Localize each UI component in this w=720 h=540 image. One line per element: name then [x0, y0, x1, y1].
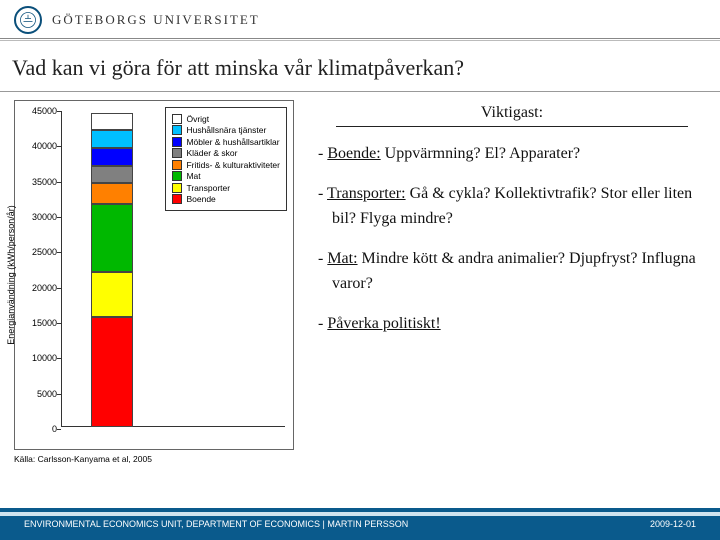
y-tick: 30000 [21, 212, 57, 222]
legend-swatch-icon [172, 137, 182, 147]
bullet-underline: Påverka politiskt! [327, 315, 440, 332]
bullet-underline: Boende: [327, 145, 380, 162]
footer: ENVIRONMENTAL ECONOMICS UNIT, DEPARTMENT… [0, 508, 720, 540]
footer-left: ENVIRONMENTAL ECONOMICS UNIT, DEPARTMENT… [24, 519, 408, 529]
stacked-bar [91, 113, 133, 427]
legend-item: Mat [172, 171, 280, 181]
bar-segment-ovrigt [91, 113, 133, 131]
legend-label: Kläder & skor [186, 148, 237, 158]
legend-swatch-icon [172, 125, 182, 135]
legend-label: Boende [186, 194, 215, 204]
legend-swatch-icon [172, 148, 182, 158]
bullet-underline: Mat: [327, 250, 357, 267]
legend-swatch-icon [172, 194, 182, 204]
page-title: Vad kan vi göra för att minska vår klima… [0, 41, 720, 92]
chart-frame: Energianvändning (kWh/person/år) 0500010… [14, 100, 294, 450]
legend-swatch-icon [172, 114, 182, 124]
legend-label: Transporter [186, 183, 230, 193]
subheading: Viktigast: [336, 104, 688, 127]
legend-label: Hushållsnära tjänster [186, 125, 266, 135]
bar-segment-fritids [91, 183, 133, 204]
legend-label: Övrigt [186, 114, 209, 124]
bar-segment-klader [91, 166, 133, 184]
y-tick: 25000 [21, 247, 57, 257]
university-name: GÖTEBORGS UNIVERSITET [52, 12, 260, 28]
legend-item: Övrigt [172, 114, 280, 124]
legend-label: Möbler & hushållsartiklar [186, 137, 279, 147]
text-pane: Viktigast: Boende: Uppvärmning? El? Appa… [304, 100, 706, 482]
legend-item: Möbler & hushållsartiklar [172, 137, 280, 147]
legend-label: Fritids- & kulturaktiviteter [186, 160, 280, 170]
university-logo-icon [14, 6, 42, 34]
y-axis [61, 111, 62, 427]
bullet-item: Påverka politiskt! [318, 311, 706, 337]
y-axis-label: Energianvändning (kWh/person/år) [6, 205, 16, 345]
legend-swatch-icon [172, 160, 182, 170]
legend-swatch-icon [172, 171, 182, 181]
bullet-underline: Transporter: [327, 185, 406, 202]
header: GÖTEBORGS UNIVERSITET [0, 0, 720, 39]
y-tick: 40000 [21, 141, 57, 151]
bullet-item: Boende: Uppvärmning? El? Apparater? [318, 141, 706, 167]
y-tick: 10000 [21, 353, 57, 363]
content-area: Energianvändning (kWh/person/år) 0 5000 10… [0, 92, 720, 482]
chart-pane: Energianvändning (kWh/person/år) 0500010… [14, 100, 304, 482]
bullet-item: Transporter: Gå & cykla? Kollektivtrafik… [318, 181, 706, 232]
y-tick: 5000 [21, 389, 57, 399]
bar-segment-mobler [91, 148, 133, 166]
legend-label: Mat [186, 171, 200, 181]
legend-item: Transporter [172, 183, 280, 193]
footer-date: 2009-12-01 [650, 519, 696, 529]
legend-swatch-icon [172, 183, 182, 193]
bullet-item: Mat: Mindre kött & andra animalier? Djup… [318, 246, 706, 297]
y-tick: 45000 [21, 106, 57, 116]
legend-item: Kläder & skor [172, 148, 280, 158]
y-tick: 20000 [21, 283, 57, 293]
y-tick: 0 [21, 424, 57, 434]
legend-item: Boende [172, 194, 280, 204]
legend-item: Hushållsnära tjänster [172, 125, 280, 135]
bullet-list: Boende: Uppvärmning? El? Apparater? Trans… [318, 141, 706, 337]
bar-segment-hushall [91, 130, 133, 148]
chart-source: Källa: Carlsson-Kanyama et al, 2005 [14, 454, 174, 464]
bar-segment-mat [91, 204, 133, 271]
y-tick: 35000 [21, 177, 57, 187]
legend: ÖvrigtHushållsnära tjänster Möbler & hush… [165, 107, 287, 211]
bar-segment-transporter [91, 272, 133, 318]
bar-segment-boende [91, 317, 133, 427]
legend-item: Fritids- & kulturaktiviteter [172, 160, 280, 170]
y-tick: 15000 [21, 318, 57, 328]
